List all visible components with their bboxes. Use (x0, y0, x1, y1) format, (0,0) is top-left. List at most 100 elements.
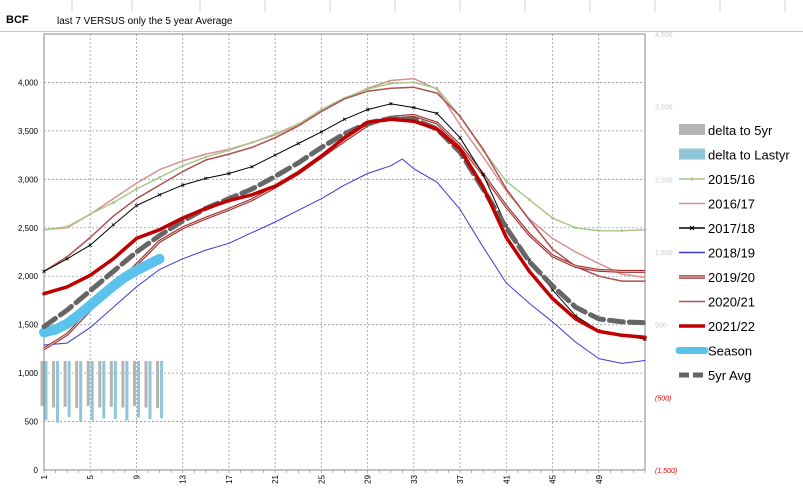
bar-delta-to-lastyr (56, 361, 60, 423)
legend-label: 2017/18 (708, 221, 755, 236)
y-tick-label: 3,000 (18, 175, 39, 184)
series-2015-16-point (551, 216, 554, 220)
series-2019-20-inner (43, 115, 645, 350)
bar-delta-to-5yr (156, 361, 160, 409)
x-tick-label: 9 (132, 474, 141, 479)
x-tick-label: 41 (502, 474, 511, 483)
series-2020-21 (43, 86, 646, 282)
title-row (0, 12, 803, 32)
series-2017-18-point (481, 172, 485, 177)
series-2017-18-point (227, 171, 231, 176)
bar-delta-to-lastyr (79, 361, 83, 422)
bar-delta-to-lastyr (113, 361, 117, 420)
secondary-y-tick-label: 500 (655, 323, 667, 330)
legend-item-2018-19: 2018/19 (679, 246, 755, 261)
series-2015-16-point (643, 228, 647, 232)
legend-item-delta-to-lastyr: delta to Lastyr (679, 148, 790, 163)
bar-delta-to-5yr (121, 361, 125, 408)
series-2017-18-point (88, 243, 93, 248)
legend-item-2021-22: 2021/22 (679, 319, 755, 334)
bar-delta-to-5yr (52, 361, 56, 408)
delta-bars (40, 361, 164, 423)
bar-delta-to-lastyr (90, 361, 94, 421)
series-2017-18-point (388, 101, 393, 106)
legend-marker (690, 177, 694, 181)
legend: delta to 5yr delta to Lastyr 2015/16 2016/1… (675, 123, 790, 383)
series-2018-19 (43, 158, 646, 364)
legend-item-season: Season (675, 344, 752, 359)
legend-item-2015-16: 2015/16 (679, 172, 755, 187)
y-tick-label: 0 (34, 466, 39, 475)
unit-label: BCF (6, 14, 29, 26)
y-tick-label: 4,000 (18, 78, 39, 87)
series-2015-16-point (504, 179, 508, 183)
secondary-y-tick-label: 1,500 (655, 250, 673, 257)
legend-item-5yr-avg: 5yr Avg (679, 368, 751, 383)
legend-swatch (679, 148, 705, 160)
legend-label: 2018/19 (708, 246, 755, 261)
bar-delta-to-lastyr (67, 361, 71, 417)
series-2017-18-point (157, 193, 162, 197)
series-2015-16-point (366, 87, 370, 91)
legend-label: 5yr Avg (708, 368, 751, 383)
series-2017-18-point (342, 117, 347, 122)
legend-label: 2021/22 (708, 319, 755, 334)
x-tick-label: 21 (271, 474, 280, 483)
series-5yr-avg-line (41, 115, 648, 330)
bar-delta-to-5yr (109, 361, 113, 407)
series-2018-19-line (43, 158, 646, 364)
series-season (39, 253, 165, 338)
bar-delta-to-lastyr (136, 361, 140, 418)
x-tick-label: 17 (225, 474, 234, 483)
series-2017-18-point (435, 111, 439, 116)
y-tick-label: 3,500 (18, 127, 39, 136)
series-2017-18-point (365, 107, 370, 112)
secondary-y-tick-label: 4,500 (655, 32, 673, 39)
series-2015-16-point (65, 225, 69, 229)
bar-delta-to-5yr (63, 361, 67, 407)
x-tick-label: 49 (595, 474, 604, 483)
series-2017-18-point (273, 153, 277, 157)
series-2015-16-point (181, 164, 185, 168)
bar-delta-to-lastyr (160, 361, 164, 419)
series-2015-16-point (412, 81, 416, 84)
series-2015-16-point (528, 198, 531, 202)
x-tick-label: 45 (549, 474, 558, 483)
legend-item-delta-to-5yr: delta to 5yr (679, 123, 773, 138)
x-tick-label: 1 (40, 474, 49, 479)
series-2019-20 (43, 113, 645, 351)
legend-label: Season (708, 344, 752, 359)
series-2015-16-point (204, 155, 208, 159)
series-2017-18-point (319, 130, 324, 134)
series-season-line (39, 253, 165, 338)
legend-label: delta to 5yr (708, 123, 773, 138)
series-2017-18-point (65, 256, 69, 261)
series-2017-18-point (134, 203, 139, 208)
secondary-y-tick-label: 2,500 (655, 177, 673, 184)
x-tick-label: 25 (317, 474, 326, 483)
y-tick-label: 1,500 (18, 321, 39, 330)
bar-delta-to-lastyr (148, 361, 152, 420)
legend-label: 2016/17 (708, 197, 755, 212)
secondary-y-tick-label: (1,500) (655, 468, 677, 475)
bar-delta-to-5yr (40, 361, 44, 407)
series-2015-16-point (158, 175, 161, 179)
secondary-y-tick-label: (500) (655, 395, 671, 402)
bar-delta-to-5yr (144, 361, 148, 408)
bar-delta-to-lastyr (125, 361, 129, 421)
legend-label: 2019/20 (708, 270, 755, 285)
y-tick-label: 500 (25, 418, 39, 427)
series-5yr-avg (41, 115, 648, 330)
x-tick-label: 37 (456, 474, 465, 483)
series-2015-16-point (111, 201, 115, 204)
series-2015-16-point (273, 132, 277, 136)
x-tick-label: 29 (364, 474, 373, 483)
series-2017-18-point (42, 269, 46, 274)
series-2015-16-point (250, 141, 254, 144)
series-2015-16-point (620, 229, 624, 233)
bar-delta-to-5yr (86, 361, 90, 407)
series-2017-18-point (180, 183, 185, 187)
bar-delta-to-5yr (132, 361, 136, 407)
series-2015-16-point (42, 228, 46, 232)
